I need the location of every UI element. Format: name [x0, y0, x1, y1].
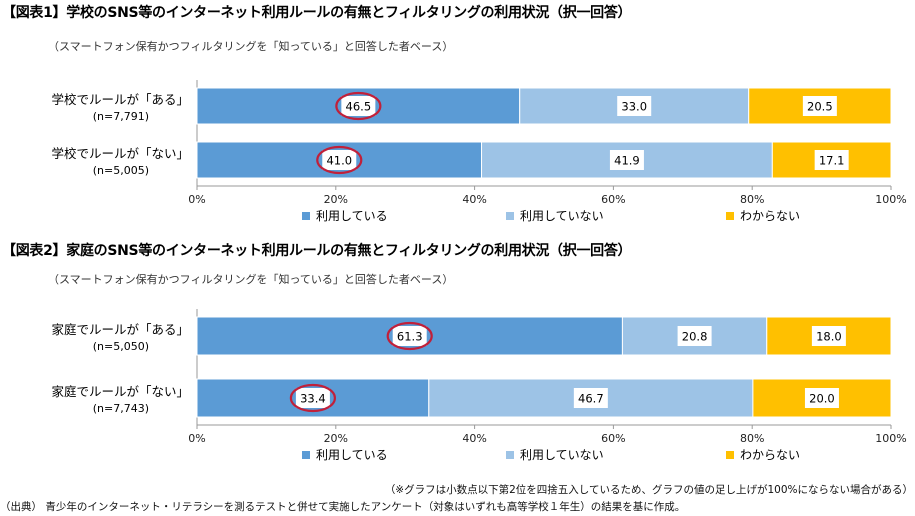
- highlight-ring: [316, 145, 363, 175]
- data-label-box: [341, 96, 376, 116]
- x-tick-label: 60%: [601, 193, 625, 206]
- x-tick-label: 20%: [324, 432, 348, 445]
- x-tick-label: 40%: [462, 193, 486, 206]
- x-tick-label: 100%: [875, 432, 906, 445]
- legend-label: わからない: [740, 209, 800, 223]
- legend-swatch: [506, 451, 514, 459]
- legend-swatch: [506, 212, 514, 220]
- legend-swatch: [302, 212, 310, 220]
- chart2-svg: 0% 20% 40% 60% 80% 100% 家庭でルールが「ある」 (n=5,050) 61…: [51, 309, 907, 462]
- data-label: 18.0: [816, 330, 842, 344]
- rounding-note: （※グラフは小数点以下第2位を四捨五入しているため、グラフの値の足し上げが100…: [384, 484, 913, 496]
- legend-label: わからない: [740, 448, 800, 462]
- x-tick-label: 80%: [740, 432, 764, 445]
- category-n-label: (n=5,050): [93, 340, 149, 353]
- highlight-ring: [289, 383, 336, 413]
- x-tick-label: 100%: [875, 193, 906, 206]
- legend-swatch: [302, 451, 310, 459]
- data-label: 46.5: [346, 100, 372, 114]
- data-label: 17.1: [819, 154, 845, 168]
- legend-label: 利用していない: [520, 209, 604, 223]
- x-tick-label: 80%: [740, 193, 764, 206]
- x-tick-label: 0%: [188, 193, 205, 206]
- legend-label: 利用している: [316, 209, 388, 223]
- data-label: 33.0: [621, 100, 647, 114]
- category-label: 学校でルールが「ある」: [51, 92, 189, 107]
- legend-swatch: [726, 212, 734, 220]
- highlight-ring: [335, 91, 382, 121]
- x-tick-label: 20%: [324, 193, 348, 206]
- x-tick-label: 0%: [188, 432, 205, 445]
- data-label: 61.3: [397, 330, 423, 344]
- data-label: 20.8: [682, 330, 708, 344]
- source-note: （出典） 青少年のインターネット・リテラシーを測るテストと併せて実施したアンケー…: [0, 501, 686, 513]
- data-label: 41.9: [614, 154, 640, 168]
- data-label: 20.0: [809, 392, 835, 406]
- category-n-label: (n=5,005): [93, 164, 149, 177]
- x-tick-label: 40%: [462, 432, 486, 445]
- category-label: 家庭でルールが「ない」: [51, 384, 189, 399]
- highlight-ring: [386, 321, 433, 351]
- data-label: 33.4: [300, 392, 326, 406]
- category-n-label: (n=7,791): [93, 110, 149, 123]
- x-tick-label: 60%: [601, 432, 625, 445]
- data-label: 46.7: [578, 392, 604, 406]
- category-label: 学校でルールが「ない」: [51, 146, 189, 161]
- data-label: 20.5: [807, 100, 833, 114]
- data-label-box: [573, 388, 608, 408]
- data-label-box: [814, 150, 849, 170]
- data-label-box: [802, 96, 837, 116]
- category-label: 家庭でルールが「ある」: [51, 322, 189, 337]
- data-label-box: [677, 326, 712, 346]
- chart2-title: 【図表2】家庭のSNS等のインターネット利用ルールの有無とフィルタリングの利用状…: [2, 243, 632, 259]
- chart1-title: 【図表1】学校のSNS等のインターネット利用ルールの有無とフィルタリングの利用状…: [2, 5, 632, 21]
- chart1-subtitle: （スマートフォン保有かつフィルタリングを「知っている」と回答した者ベース）: [48, 40, 454, 53]
- chart1-svg: 0% 20% 40% 60% 80% 100% 学校でルールが「ある」 (n=7,791) 46…: [51, 80, 907, 223]
- data-label: 41.0: [326, 154, 352, 168]
- data-label-box: [609, 150, 644, 170]
- data-label-box: [617, 96, 652, 116]
- chart2-subtitle: （スマートフォン保有かつフィルタリングを「知っている」と回答した者ベース）: [48, 273, 454, 286]
- legend-label: 利用していない: [520, 448, 604, 462]
- legend-swatch: [726, 451, 734, 459]
- data-label-box: [295, 388, 330, 408]
- data-label-box: [322, 150, 357, 170]
- legend-label: 利用している: [316, 448, 388, 462]
- category-n-label: (n=7,743): [93, 402, 149, 415]
- data-label-box: [804, 388, 839, 408]
- data-label-box: [392, 326, 427, 346]
- data-label-box: [811, 326, 846, 346]
